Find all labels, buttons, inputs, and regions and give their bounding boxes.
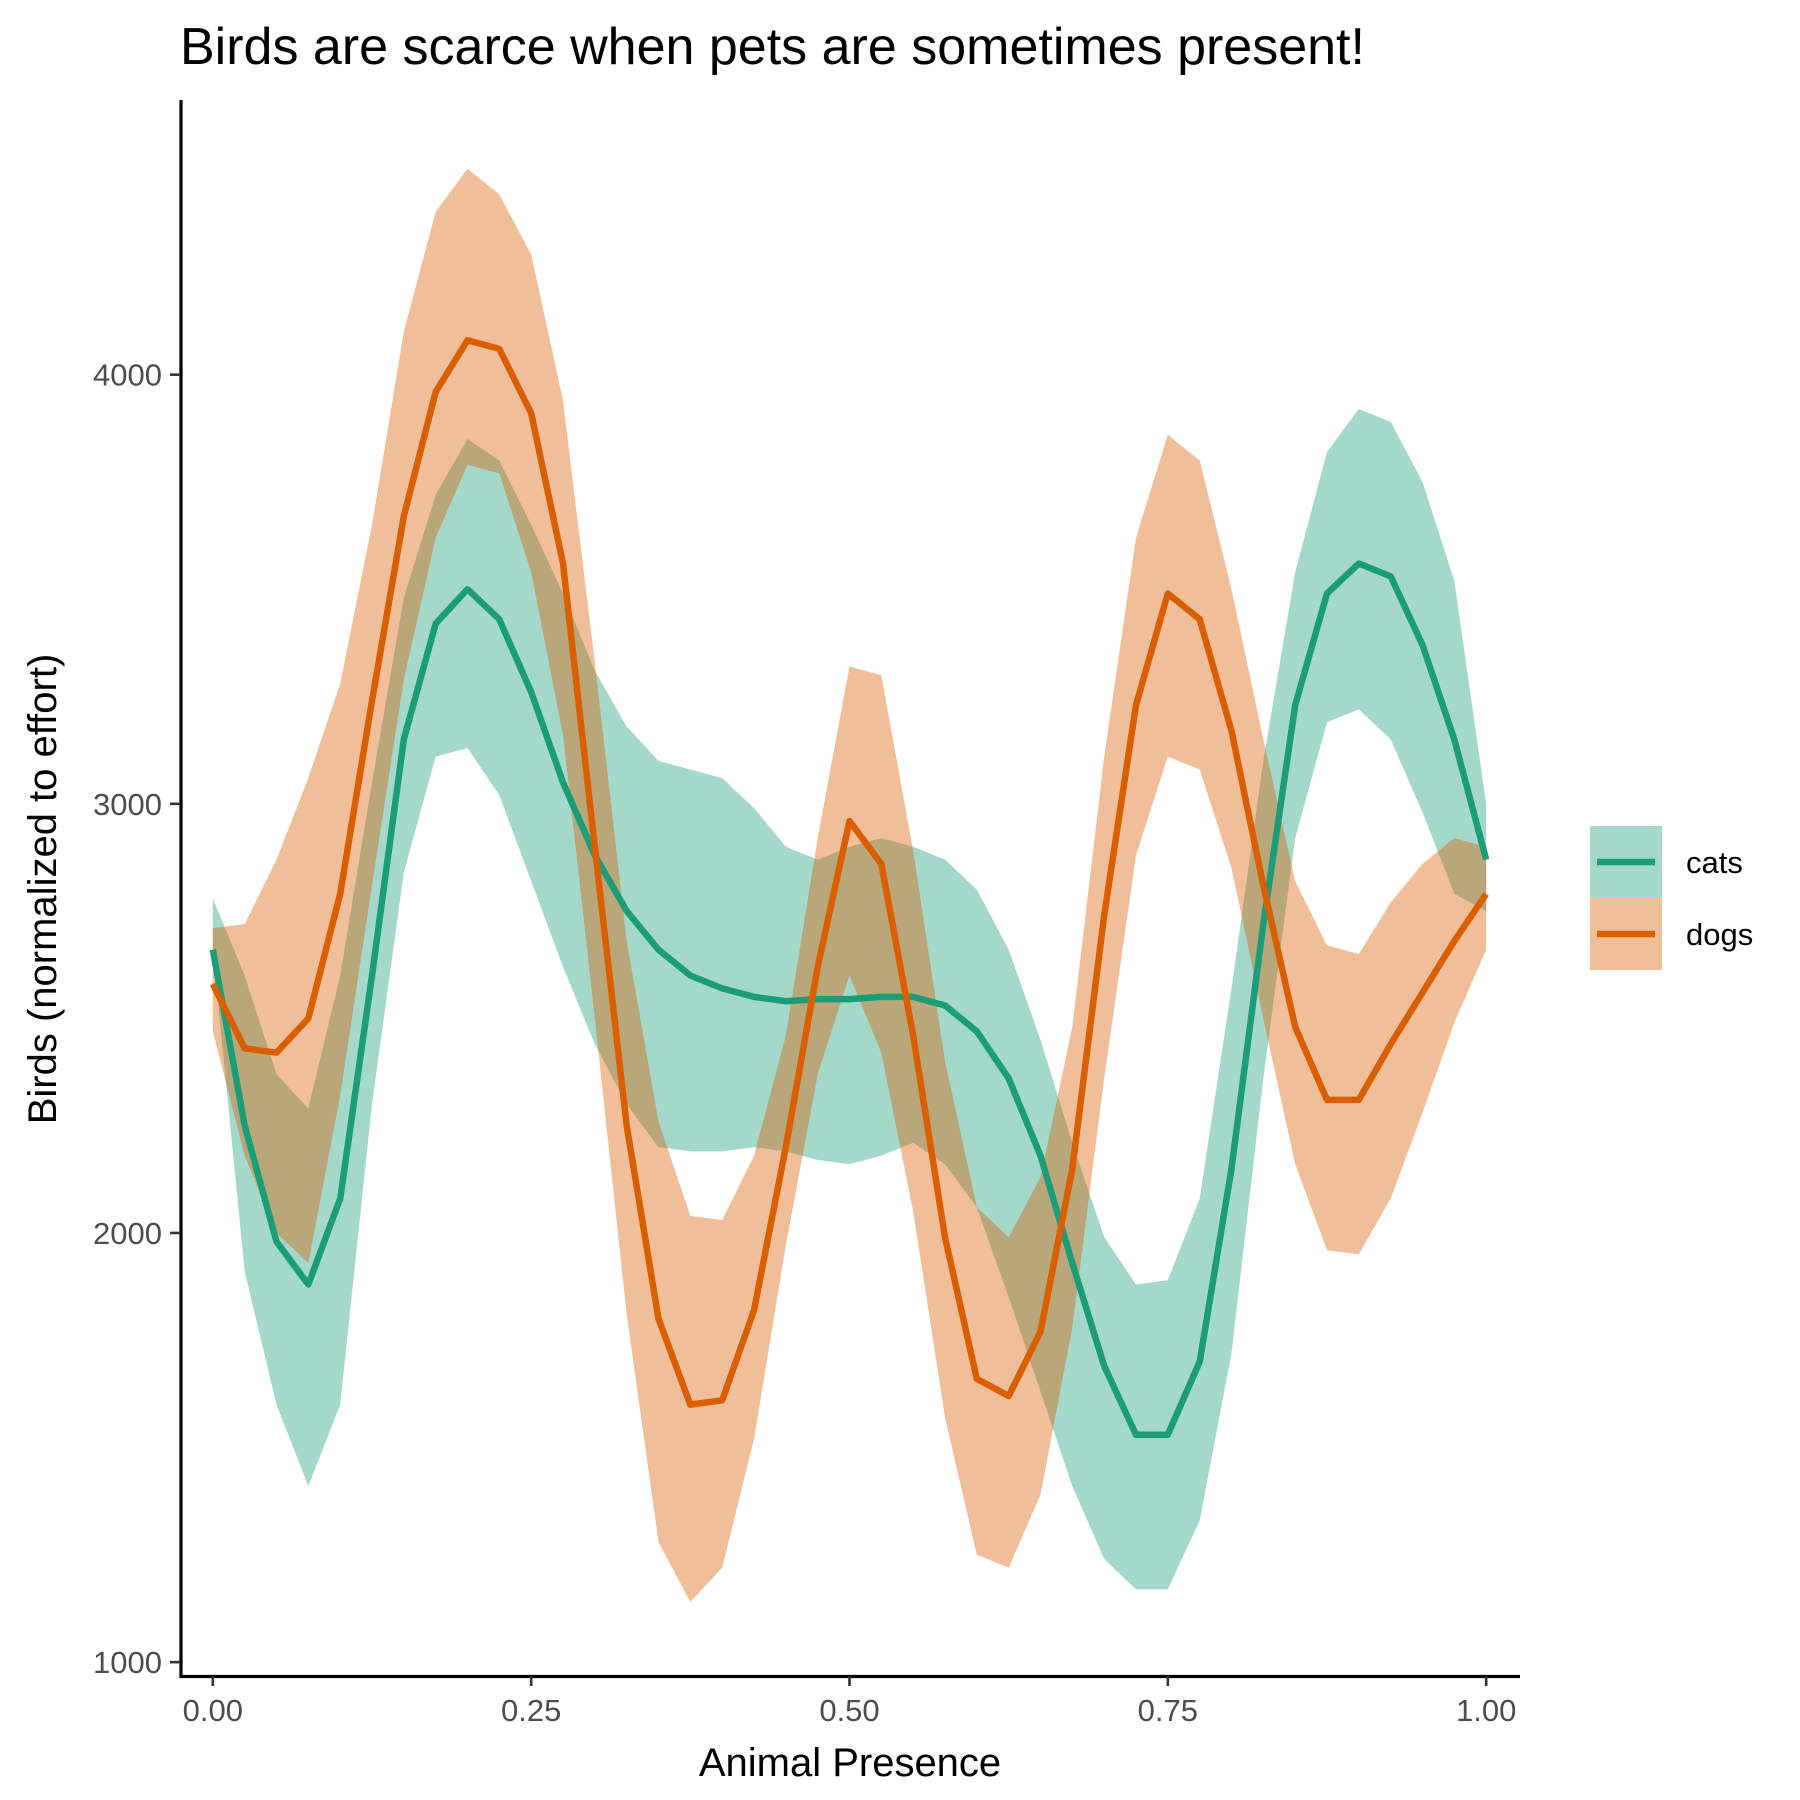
x-tick-label: 0.75 — [1138, 1693, 1198, 1728]
x-tick-label: 1.00 — [1456, 1693, 1516, 1728]
y-tick-label: 4000 — [93, 358, 162, 393]
x-tick-label: 0.50 — [819, 1693, 879, 1728]
cats-line — [209, 560, 1490, 1438]
y-axis-ticks: 1000 2000 3000 4000 — [93, 358, 180, 1680]
legend-label-dogs: dogs — [1686, 917, 1753, 952]
y-tick-label: 1000 — [93, 1645, 162, 1680]
dogs-confidence-band — [212, 168, 1487, 1603]
dogs-line — [209, 337, 1489, 1408]
chart-title: Birds are scarce when pets are sometimes… — [180, 18, 1365, 76]
y-axis-title: Birds (normalized to effort) — [21, 654, 65, 1125]
x-axis-title: Animal Presence — [699, 1741, 1001, 1785]
x-axis-ticks: 0.00 0.25 0.50 0.75 1.00 — [183, 1676, 1516, 1728]
legend: cats dogs — [1590, 826, 1753, 970]
y-tick-label: 2000 — [93, 1216, 162, 1251]
plot-area — [209, 168, 1490, 1603]
x-tick-label: 0.00 — [183, 1693, 243, 1728]
legend-label-cats: cats — [1686, 845, 1743, 880]
y-tick-label: 3000 — [93, 787, 162, 822]
x-tick-label: 0.25 — [501, 1693, 561, 1728]
